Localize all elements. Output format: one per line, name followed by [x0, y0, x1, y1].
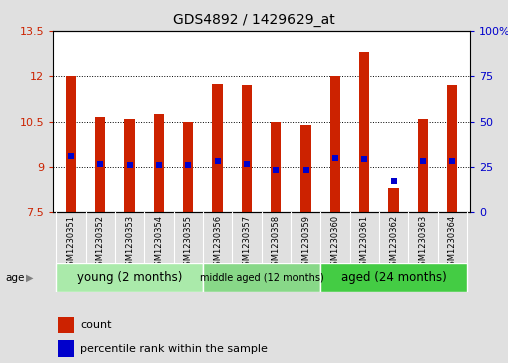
- Bar: [203, 263, 320, 292]
- Text: percentile rank within the sample: percentile rank within the sample: [80, 343, 268, 354]
- Text: young (2 months): young (2 months): [77, 271, 182, 284]
- Text: GSM1230363: GSM1230363: [419, 215, 427, 271]
- Text: GSM1230353: GSM1230353: [125, 215, 134, 271]
- Bar: [320, 263, 467, 292]
- Text: GDS4892 / 1429629_at: GDS4892 / 1429629_at: [173, 13, 335, 27]
- Bar: [301, 125, 311, 212]
- Bar: [418, 119, 428, 212]
- Bar: [389, 188, 399, 212]
- Bar: [57, 317, 74, 333]
- Bar: [124, 119, 135, 212]
- Text: GSM1230362: GSM1230362: [389, 215, 398, 271]
- Bar: [183, 122, 194, 212]
- Bar: [66, 76, 76, 212]
- Text: middle aged (12 months): middle aged (12 months): [200, 273, 324, 283]
- Text: GSM1230360: GSM1230360: [331, 215, 339, 271]
- Bar: [330, 76, 340, 212]
- Text: GSM1230357: GSM1230357: [242, 215, 251, 271]
- Bar: [57, 340, 74, 357]
- Bar: [242, 85, 252, 212]
- Text: GSM1230364: GSM1230364: [448, 215, 457, 271]
- Text: GSM1230354: GSM1230354: [154, 215, 164, 271]
- Bar: [95, 117, 105, 212]
- Text: GSM1230355: GSM1230355: [184, 215, 193, 271]
- Text: GSM1230356: GSM1230356: [213, 215, 222, 271]
- Bar: [447, 85, 457, 212]
- Bar: [56, 263, 203, 292]
- Text: age: age: [5, 273, 24, 283]
- Text: GSM1230352: GSM1230352: [96, 215, 105, 271]
- Text: ▶: ▶: [26, 273, 34, 283]
- Text: GSM1230359: GSM1230359: [301, 215, 310, 271]
- Text: count: count: [80, 320, 112, 330]
- Bar: [212, 84, 223, 212]
- Text: aged (24 months): aged (24 months): [341, 271, 447, 284]
- Text: GSM1230358: GSM1230358: [272, 215, 281, 271]
- Bar: [154, 114, 164, 212]
- Text: GSM1230361: GSM1230361: [360, 215, 369, 271]
- Text: GSM1230351: GSM1230351: [67, 215, 76, 271]
- Bar: [359, 52, 369, 212]
- Bar: [271, 122, 281, 212]
